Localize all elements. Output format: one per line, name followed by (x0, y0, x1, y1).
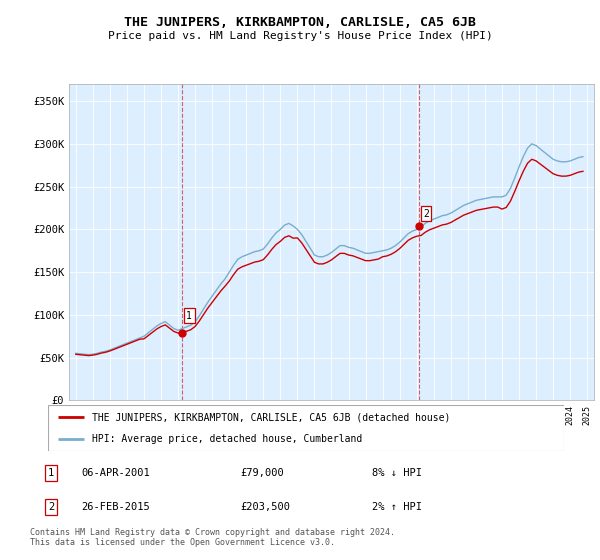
Text: 1: 1 (186, 311, 192, 321)
Text: 2: 2 (423, 208, 429, 218)
Text: £79,000: £79,000 (240, 468, 284, 478)
Text: THE JUNIPERS, KIRKBAMPTON, CARLISLE, CA5 6JB: THE JUNIPERS, KIRKBAMPTON, CARLISLE, CA5… (124, 16, 476, 29)
Text: THE JUNIPERS, KIRKBAMPTON, CARLISLE, CA5 6JB (detached house): THE JUNIPERS, KIRKBAMPTON, CARLISLE, CA5… (92, 412, 450, 422)
Text: £203,500: £203,500 (240, 502, 290, 512)
Text: 26-FEB-2015: 26-FEB-2015 (81, 502, 150, 512)
Text: 06-APR-2001: 06-APR-2001 (81, 468, 150, 478)
Text: 1: 1 (48, 468, 54, 478)
Text: HPI: Average price, detached house, Cumberland: HPI: Average price, detached house, Cumb… (92, 435, 362, 444)
Text: 2: 2 (48, 502, 54, 512)
Text: 2% ↑ HPI: 2% ↑ HPI (372, 502, 422, 512)
Text: 8% ↓ HPI: 8% ↓ HPI (372, 468, 422, 478)
Text: Contains HM Land Registry data © Crown copyright and database right 2024.
This d: Contains HM Land Registry data © Crown c… (30, 528, 395, 547)
Text: Price paid vs. HM Land Registry's House Price Index (HPI): Price paid vs. HM Land Registry's House … (107, 31, 493, 41)
